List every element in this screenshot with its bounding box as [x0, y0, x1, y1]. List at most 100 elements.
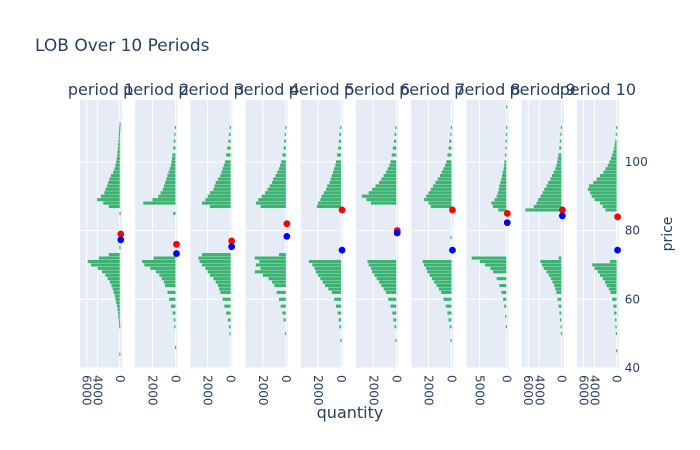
bar: [275, 174, 286, 178]
bar: [450, 338, 452, 343]
bar: [323, 191, 342, 195]
bar: [218, 283, 231, 288]
bar: [324, 283, 342, 288]
bar: [321, 194, 342, 198]
bar: [153, 256, 176, 260]
marker-red: [503, 209, 511, 217]
bar: [331, 290, 342, 294]
y-tick-label: 40: [625, 361, 640, 375]
bar: [499, 184, 507, 188]
panel-title: period 9: [509, 80, 575, 99]
bar: [449, 325, 452, 329]
bar: [213, 277, 231, 281]
bar: [556, 163, 562, 167]
bar: [479, 259, 507, 264]
bar: [448, 146, 452, 150]
bar: [144, 263, 176, 267]
bar: [447, 311, 452, 315]
bar: [226, 153, 231, 157]
bar: [103, 201, 120, 205]
bar: [160, 191, 176, 195]
bar: [205, 198, 231, 202]
bar: [485, 263, 507, 267]
y-tick-label: 100: [625, 155, 648, 169]
marker-red: [117, 230, 125, 238]
bar: [594, 266, 617, 270]
panel-title: period 3: [178, 80, 244, 99]
marker-red: [173, 240, 180, 248]
bar: [209, 191, 231, 195]
bar: [334, 167, 342, 171]
panel-background: [356, 100, 398, 368]
bar: [594, 198, 617, 202]
bar: [220, 290, 231, 294]
bar: [213, 187, 231, 191]
bar: [316, 204, 342, 209]
panel-5: 2000 0 period 5: [289, 80, 355, 406]
x-tick-label: 4000: [532, 375, 546, 406]
bar: [394, 325, 397, 329]
panel-6: 2000 0 period 6: [344, 80, 410, 406]
bar: [119, 122, 121, 126]
bar: [604, 280, 617, 284]
bar: [119, 325, 121, 329]
bar: [593, 180, 617, 185]
bar: [385, 290, 397, 294]
bar: [91, 263, 120, 267]
bar: [376, 277, 397, 281]
bar: [555, 287, 562, 291]
bar: [389, 163, 397, 167]
x-tick-label: 6000: [80, 375, 94, 406]
bar: [284, 332, 287, 336]
bar: [330, 177, 342, 181]
bar: [114, 167, 120, 171]
bar: [174, 132, 176, 136]
bar: [339, 132, 342, 136]
bar: [312, 263, 342, 267]
bar: [118, 129, 121, 133]
bar: [201, 201, 231, 205]
panel-background: [411, 100, 454, 368]
x-tick-label: 0: [168, 375, 182, 383]
bar: [201, 253, 231, 257]
bar: [117, 308, 120, 312]
bar: [328, 287, 342, 291]
bar: [381, 283, 397, 288]
bar: [272, 280, 286, 284]
x-tick-label: 0: [334, 375, 348, 383]
bar: [113, 290, 120, 294]
bar: [308, 259, 342, 264]
bar: [560, 125, 563, 130]
bar: [172, 156, 176, 160]
bar: [391, 153, 397, 157]
bar: [496, 277, 507, 281]
y-axis-label: price: [660, 217, 676, 252]
bar: [115, 163, 120, 167]
bar: [268, 277, 286, 281]
bar: [392, 311, 397, 315]
panel-title: period 7: [399, 80, 465, 99]
bar: [602, 204, 617, 209]
bar: [393, 318, 397, 322]
bar: [423, 198, 452, 202]
x-tick-label: 5000: [473, 375, 487, 406]
x-tick-label: 2000: [145, 375, 159, 406]
bar: [118, 311, 120, 315]
bar: [503, 297, 507, 301]
marker-red: [283, 220, 291, 228]
bar: [544, 187, 562, 191]
x-tick-label: 0: [554, 375, 568, 383]
bar: [158, 194, 176, 198]
bar: [163, 184, 176, 188]
bar: [108, 253, 120, 257]
bar: [614, 311, 617, 315]
bar: [119, 246, 121, 250]
panel-title: period 4: [233, 80, 299, 99]
bar: [255, 201, 286, 205]
bar: [560, 325, 562, 329]
bar: [492, 204, 507, 209]
bar: [214, 184, 231, 188]
bar: [284, 132, 286, 136]
bar: [550, 277, 562, 281]
